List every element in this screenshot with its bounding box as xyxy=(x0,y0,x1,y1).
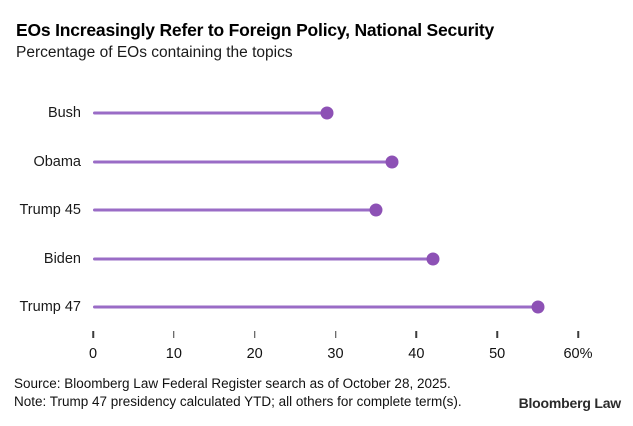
axis-tick-label: 50 xyxy=(489,346,506,362)
lollipop-line xyxy=(93,257,433,260)
axis-tick xyxy=(415,331,418,338)
axis-tick-label: 20 xyxy=(246,346,263,362)
lollipop-dot xyxy=(320,106,334,120)
axis-tick xyxy=(496,331,498,338)
category-label: Biden xyxy=(43,250,81,267)
lollipop-dot xyxy=(531,300,545,314)
axis-tick xyxy=(334,331,337,338)
axis-tick-label: 60% xyxy=(563,346,593,362)
lollipop-dot xyxy=(369,203,383,217)
axis-tick-label: 40 xyxy=(408,346,425,362)
axis-tick-label: 10 xyxy=(165,346,182,362)
lollipop-dot xyxy=(426,252,439,265)
category-label: Bush xyxy=(47,105,81,121)
lollipop-line xyxy=(93,160,393,163)
lollipop-line xyxy=(93,111,328,115)
axis-tick xyxy=(577,331,579,338)
axis-tick-label: 0 xyxy=(88,346,98,362)
lollipop-line xyxy=(93,208,376,212)
category-label: Trump 47 xyxy=(19,299,81,315)
note-text: Note: Trump 47 presidency calculated YTD… xyxy=(14,394,462,409)
category-label: Trump 45 xyxy=(19,202,81,218)
chart-subtitle: Percentage of EOs containing the topics xyxy=(16,44,293,61)
axis-tick xyxy=(173,331,175,338)
axis-tick xyxy=(92,331,94,338)
axis-tick xyxy=(253,331,256,338)
brand-logo: Bloomberg Law xyxy=(518,395,622,411)
lollipop-line xyxy=(93,305,538,309)
category-label: Obama xyxy=(33,153,81,170)
source-text: Source: Bloomberg Law Federal Register s… xyxy=(14,376,451,391)
chart-title: EOs Increasingly Refer to Foreign Policy… xyxy=(16,20,495,40)
axis-tick-label: 30 xyxy=(327,346,344,362)
lollipop-dot xyxy=(385,155,399,168)
